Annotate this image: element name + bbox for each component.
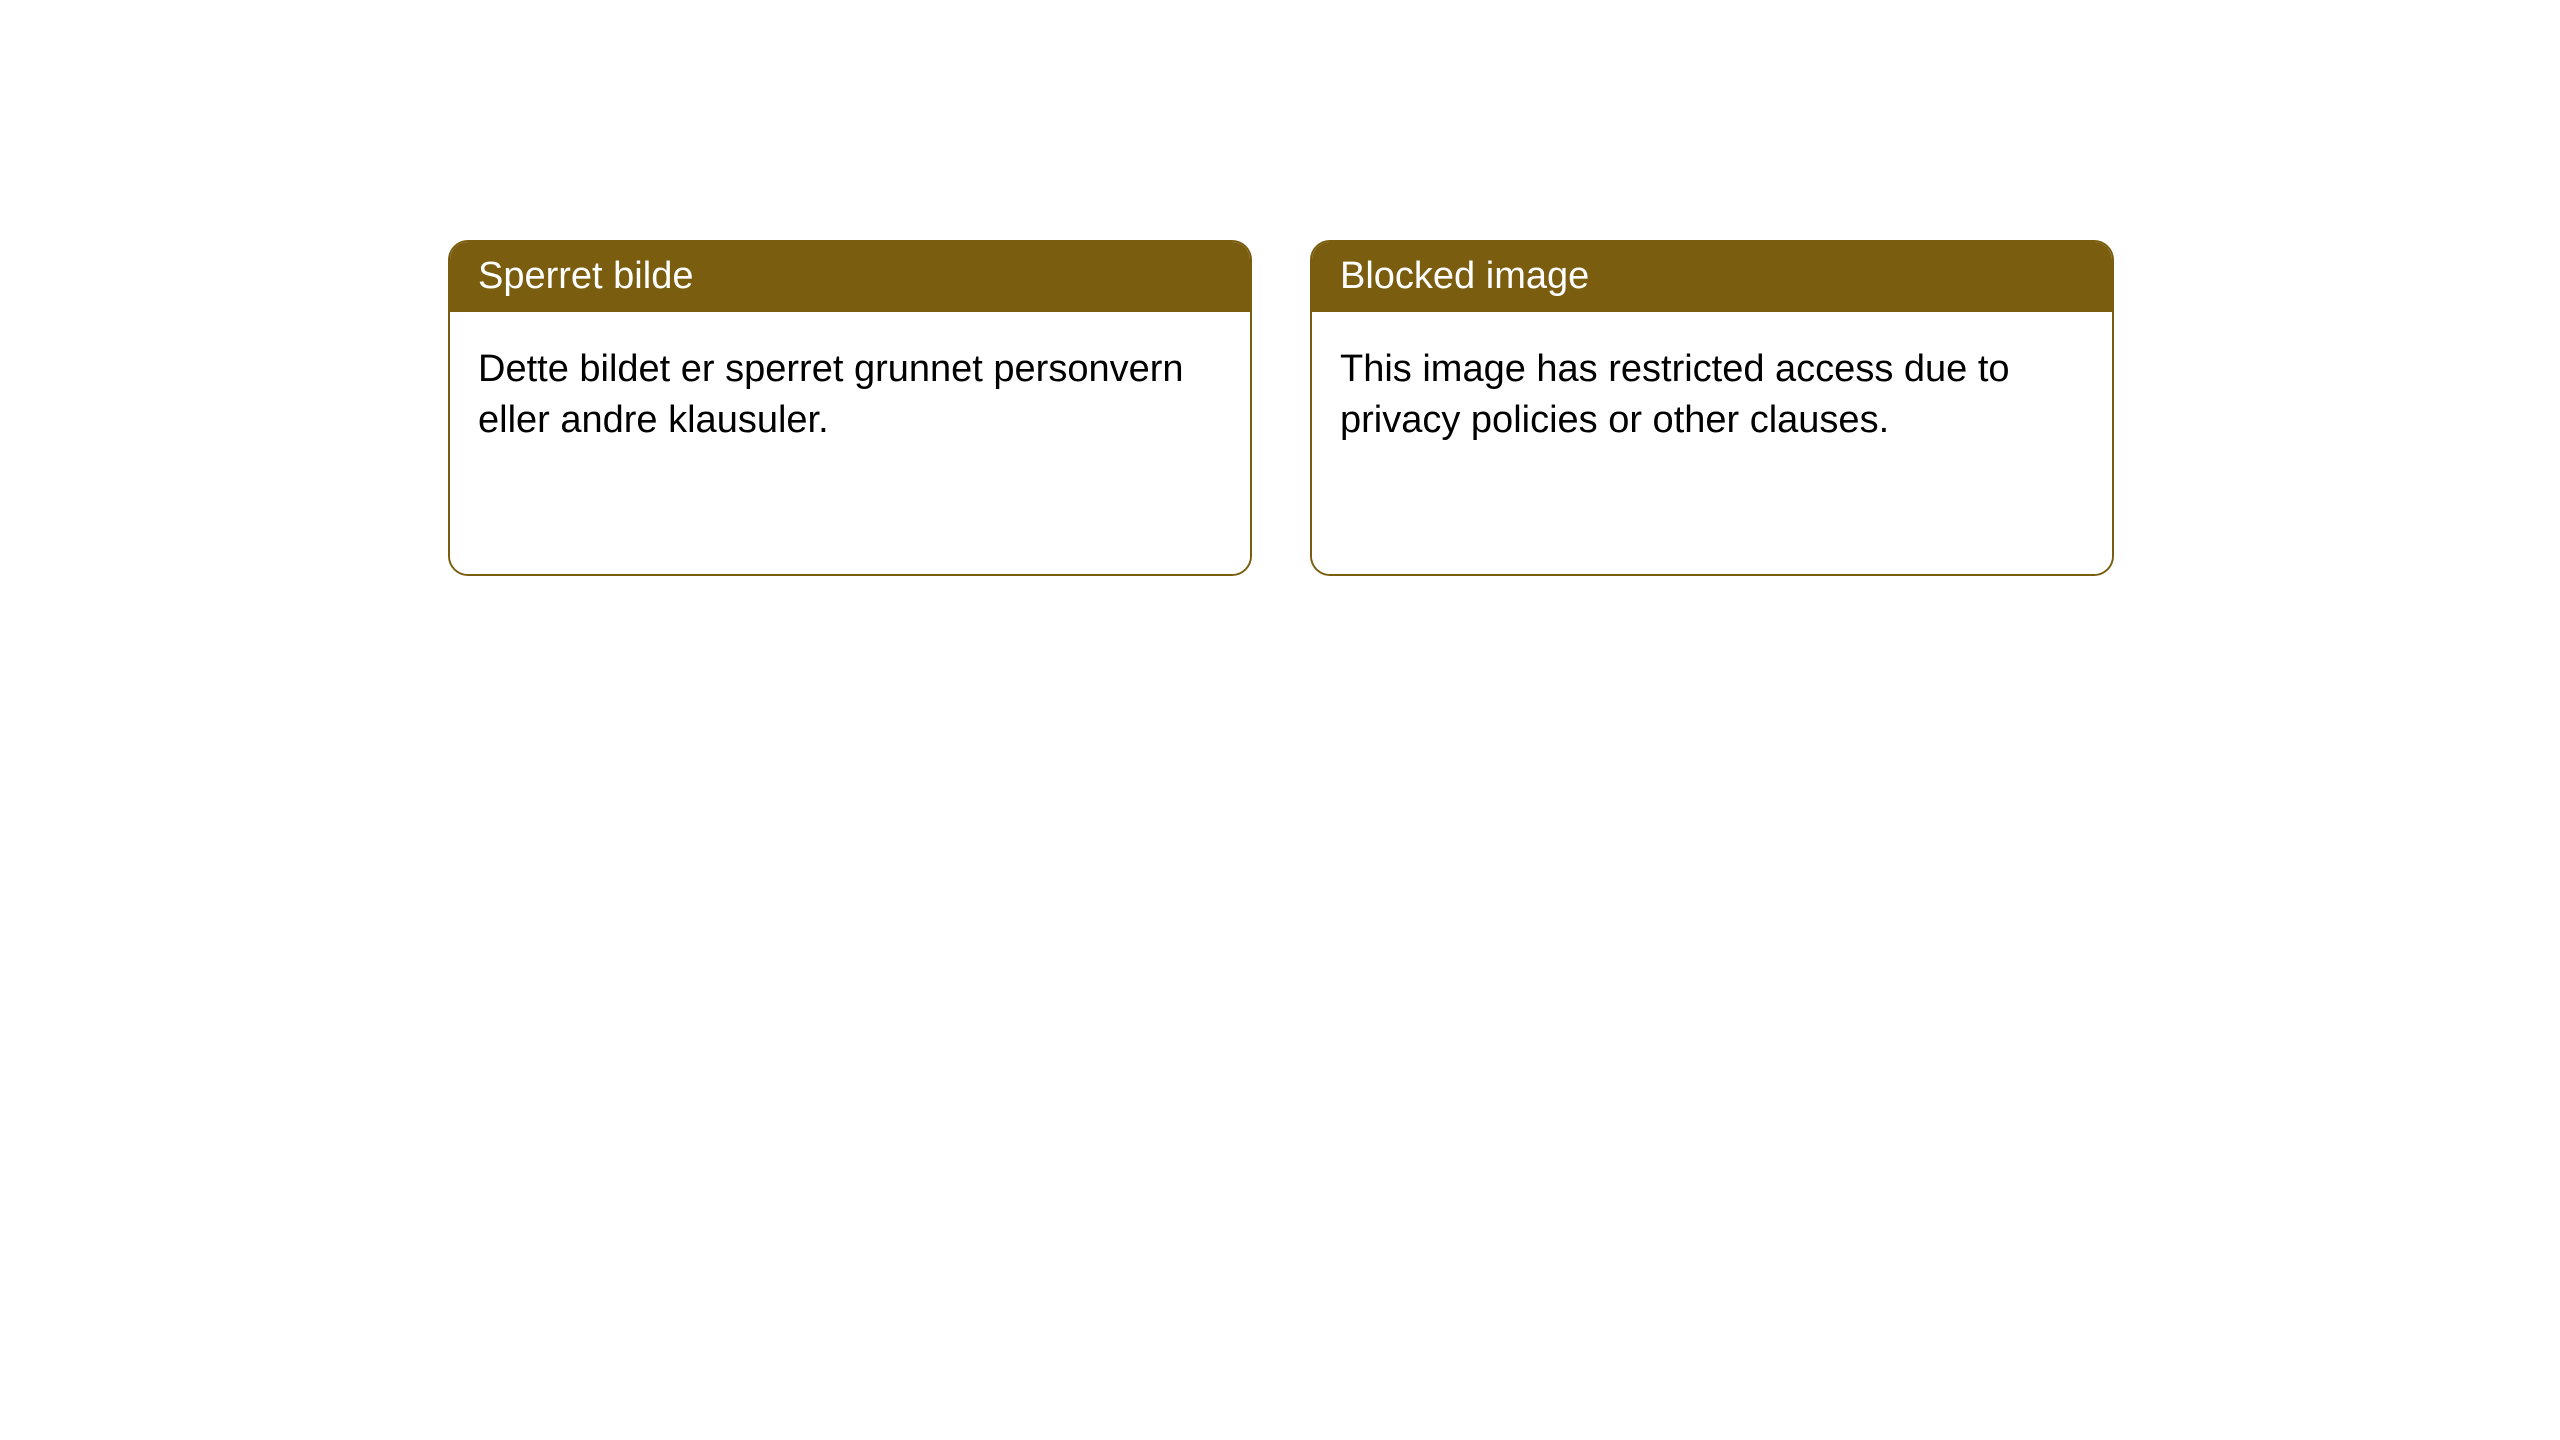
notice-header: Sperret bilde [450,242,1250,312]
notice-body: Dette bildet er sperret grunnet personve… [450,312,1250,574]
notice-body: This image has restricted access due to … [1312,312,2112,574]
notice-card-norwegian: Sperret bilde Dette bildet er sperret gr… [448,240,1252,576]
notice-card-english: Blocked image This image has restricted … [1310,240,2114,576]
notice-container: Sperret bilde Dette bildet er sperret gr… [0,0,2560,576]
notice-header: Blocked image [1312,242,2112,312]
